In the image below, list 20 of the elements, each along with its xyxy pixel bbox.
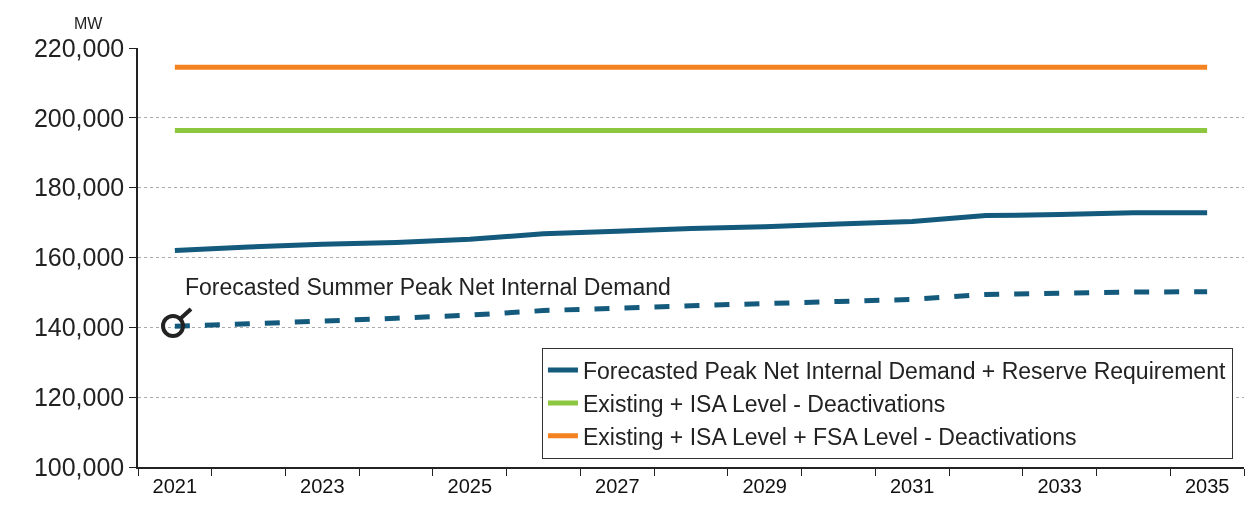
- y-tick-label: 100,000: [33, 452, 125, 481]
- y-tick-label: 180,000: [33, 173, 125, 202]
- y-tick-label: 160,000: [33, 243, 125, 272]
- y-tick-label: 220,000: [33, 33, 125, 62]
- y-tick-label: 140,000: [33, 313, 125, 342]
- x-tick-label: 2033: [1037, 474, 1082, 497]
- x-tick-label: 2027: [595, 474, 640, 497]
- y-tick-label: 120,000: [33, 382, 125, 411]
- x-tick-label: 2035: [1184, 474, 1230, 497]
- x-tick-label: 2029: [742, 474, 787, 497]
- y-tick-label: 200,000: [33, 103, 125, 132]
- y-axis-title: MW: [74, 15, 104, 32]
- series-label: Forecasted Summer Peak Net Internal Demand: [185, 274, 671, 300]
- legend-label: Existing + ISA Level - Deactivations: [582, 390, 946, 417]
- x-tick-label: 2023: [300, 474, 345, 497]
- legend-label: Existing + ISA Level + FSA Level - Deactivations: [582, 423, 1077, 450]
- x-tick-label: 2025: [447, 474, 493, 497]
- x-tick-label: 2031: [889, 474, 935, 497]
- x-tick-label: 2021: [152, 474, 198, 497]
- legend-label: Forecasted Peak Net Internal Demand + Reserve Requirement: [582, 358, 1226, 385]
